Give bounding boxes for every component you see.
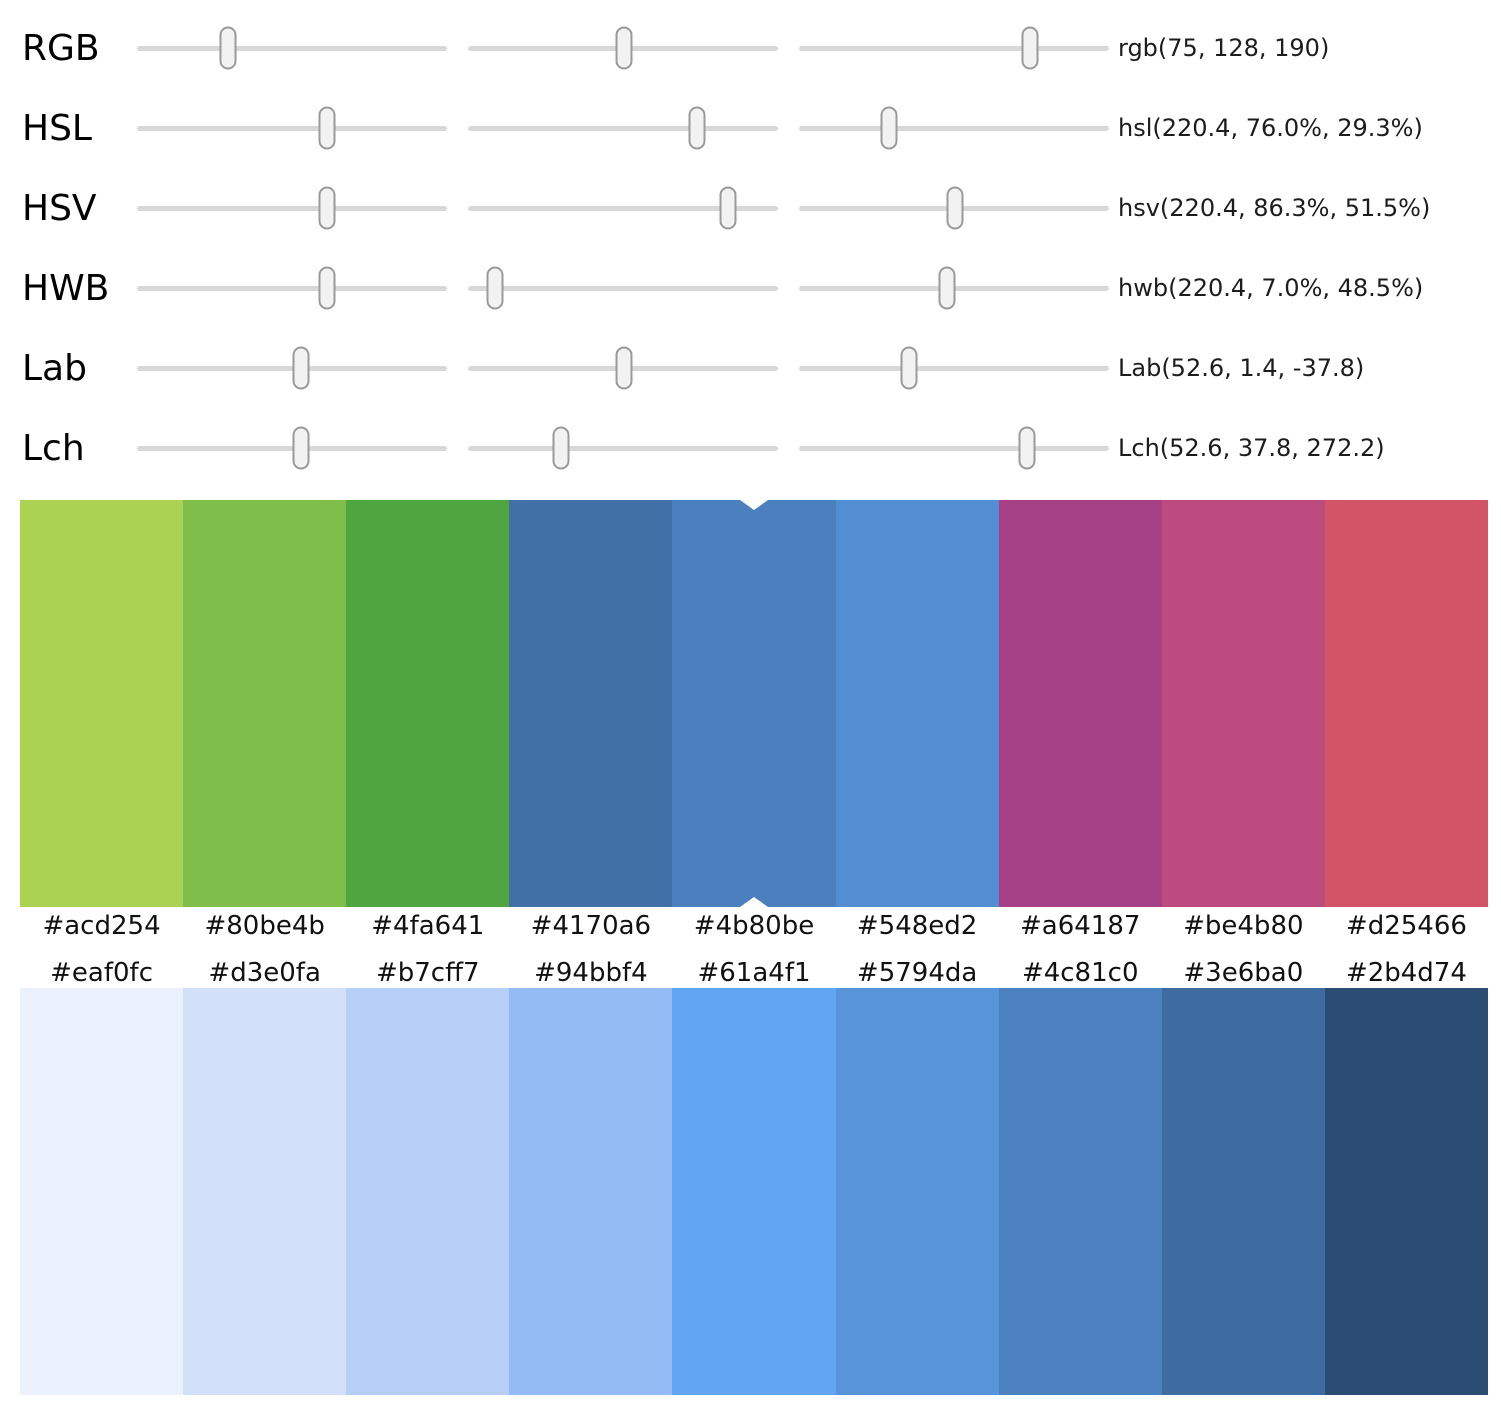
slider-thumb-hsv-3[interactable]	[946, 186, 964, 230]
slider-value-lab: Lab(52.6, 1.4, -37.8)	[1118, 354, 1365, 382]
slider-track-hsl-2[interactable]	[468, 106, 778, 150]
hex-label-top-7: #a64187	[1019, 911, 1141, 941]
slider-thumb-hsv-1[interactable]	[318, 186, 336, 230]
slider-thumb-rgb-1[interactable]	[219, 26, 237, 70]
slider-row-hsl: HSL hsl(220.4, 76.0%, 29.3%)	[0, 88, 1501, 168]
slider-row-rgb: RGB rgb(75, 128, 190)	[0, 8, 1501, 88]
slider-track-lab-1[interactable]	[137, 346, 447, 390]
hex-label-bottom-1: #eaf0fc	[50, 958, 153, 988]
slider-thumb-hsl-3[interactable]	[880, 106, 898, 150]
hex-label-top-4: #4170a6	[530, 911, 652, 941]
slider-thumb-lab-3[interactable]	[900, 346, 918, 390]
selection-notch-top	[739, 500, 768, 510]
palette-top	[20, 500, 1488, 907]
swatch-bottom-7[interactable]	[998, 988, 1162, 1395]
hex-label-top-9: #d25466	[1345, 911, 1467, 941]
hex-labels-bottom: #eaf0fc #d3e0fa #b7cff7 #94bbf4 #61a4f1 #5794…	[20, 958, 1488, 988]
swatch-top-8[interactable]	[1161, 500, 1325, 907]
slider-track-lab-3[interactable]	[799, 346, 1109, 390]
slider-value-hsv: hsv(220.4, 86.3%, 51.5%)	[1118, 194, 1431, 222]
slider-section: RGB rgb(75, 128, 190) HSL hsl(220.4, 76.0%,…	[0, 0, 1501, 488]
slider-track-rgb-3[interactable]	[799, 26, 1109, 70]
slider-thumb-lch-1[interactable]	[292, 426, 310, 470]
hex-label-bottom-7: #4c81c0	[1021, 958, 1139, 988]
slider-track-hsl-3[interactable]	[799, 106, 1109, 150]
slider-track-rgb-2[interactable]	[468, 26, 778, 70]
hex-label-bottom-6: #5794da	[856, 958, 978, 988]
slider-thumb-hwb-3[interactable]	[938, 266, 956, 310]
slider-thumb-hwb-2[interactable]	[486, 266, 504, 310]
hex-label-bottom-9: #2b4d74	[1345, 958, 1467, 988]
slider-row-lch: Lch Lch(52.6, 37.8, 272.2)	[0, 408, 1501, 488]
swatch-top-9[interactable]	[1324, 500, 1488, 907]
slider-row-hsv: HSV hsv(220.4, 86.3%, 51.5%)	[0, 168, 1501, 248]
hex-label-bottom-5: #61a4f1	[697, 958, 811, 988]
slider-track-lch-2[interactable]	[468, 426, 778, 470]
hex-label-top-5: #4b80be	[693, 911, 815, 941]
swatch-bottom-1[interactable]	[20, 988, 184, 1395]
slider-row-label-hsl: HSL	[22, 107, 92, 149]
slider-row-lab: Lab Lab(52.6, 1.4, -37.8)	[0, 328, 1501, 408]
slider-row-label-hsv: HSV	[22, 187, 97, 229]
swatch-top-3[interactable]	[346, 500, 510, 907]
slider-value-hwb: hwb(220.4, 7.0%, 48.5%)	[1118, 274, 1424, 302]
swatch-top-1[interactable]	[20, 500, 184, 907]
slider-track-hsl-1[interactable]	[137, 106, 447, 150]
swatch-bottom-4[interactable]	[509, 988, 673, 1395]
slider-value-hsl: hsl(220.4, 76.0%, 29.3%)	[1118, 114, 1423, 142]
slider-thumb-lab-1[interactable]	[292, 346, 310, 390]
swatch-bottom-5[interactable]	[672, 988, 836, 1395]
slider-thumb-lab-2[interactable]	[615, 346, 633, 390]
hex-labels-top: #acd254 #80be4b #4fa641 #4170a6 #4b80be #548e…	[20, 911, 1488, 941]
hex-label-top-8: #be4b80	[1183, 911, 1304, 941]
slider-thumb-hsl-1[interactable]	[318, 106, 336, 150]
slider-row-label-lch: Lch	[22, 427, 85, 469]
swatch-bottom-2[interactable]	[183, 988, 347, 1395]
hex-label-top-6: #548ed2	[856, 911, 978, 941]
slider-thumb-lch-2[interactable]	[552, 426, 570, 470]
hex-label-top-3: #4fa641	[371, 911, 485, 941]
slider-value-lch: Lch(52.6, 37.8, 272.2)	[1118, 434, 1385, 462]
hex-label-top-1: #acd254	[42, 911, 161, 941]
slider-row-label-rgb: RGB	[22, 27, 100, 69]
slider-track-lab-2[interactable]	[468, 346, 778, 390]
slider-track-hwb-2[interactable]	[468, 266, 778, 310]
slider-thumb-hsl-2[interactable]	[688, 106, 706, 150]
hex-label-top-2: #80be4b	[204, 911, 325, 941]
hex-label-bottom-8: #3e6ba0	[1183, 958, 1304, 988]
slider-track-hsv-1[interactable]	[137, 186, 447, 230]
swatch-bottom-3[interactable]	[346, 988, 510, 1395]
slider-track-hsv-2[interactable]	[468, 186, 778, 230]
selection-notch-bottom	[739, 897, 768, 907]
hex-label-bottom-2: #d3e0fa	[208, 958, 321, 988]
slider-row-hwb: HWB hwb(220.4, 7.0%, 48.5%)	[0, 248, 1501, 328]
swatch-top-6[interactable]	[835, 500, 999, 907]
slider-row-label-hwb: HWB	[22, 267, 110, 309]
slider-thumb-rgb-3[interactable]	[1021, 26, 1039, 70]
slider-value-rgb: rgb(75, 128, 190)	[1118, 34, 1330, 62]
swatch-top-5[interactable]	[672, 500, 836, 907]
slider-track-hsv-3[interactable]	[799, 186, 1109, 230]
slider-track-lch-3[interactable]	[799, 426, 1109, 470]
swatch-bottom-9[interactable]	[1324, 988, 1488, 1395]
swatch-top-4[interactable]	[509, 500, 673, 907]
slider-track-lch-1[interactable]	[137, 426, 447, 470]
hex-label-bottom-4: #94bbf4	[534, 958, 648, 988]
slider-row-label-lab: Lab	[22, 347, 87, 389]
swatch-bottom-6[interactable]	[835, 988, 999, 1395]
slider-thumb-rgb-2[interactable]	[615, 26, 633, 70]
slider-track-hwb-1[interactable]	[137, 266, 447, 310]
slider-thumb-hwb-1[interactable]	[318, 266, 336, 310]
palette-bottom	[20, 988, 1488, 1395]
slider-track-rgb-1[interactable]	[137, 26, 447, 70]
slider-thumb-lch-3[interactable]	[1018, 426, 1036, 470]
swatch-bottom-8[interactable]	[1161, 988, 1325, 1395]
slider-thumb-hsv-2[interactable]	[719, 186, 737, 230]
swatch-top-2[interactable]	[183, 500, 347, 907]
swatch-top-7[interactable]	[998, 500, 1162, 907]
slider-track-hwb-3[interactable]	[799, 266, 1109, 310]
hex-label-bottom-3: #b7cff7	[375, 958, 480, 988]
